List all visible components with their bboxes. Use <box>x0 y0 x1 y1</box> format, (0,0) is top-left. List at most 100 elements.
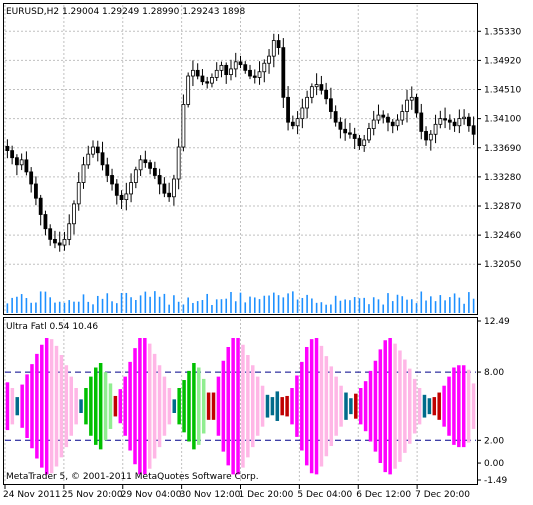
candle-body <box>466 116 471 127</box>
candle-body <box>124 193 129 201</box>
candle-body <box>324 89 329 100</box>
candle-body <box>214 69 219 78</box>
candle-body <box>171 178 176 198</box>
candle-body <box>181 104 186 148</box>
volume-histogram <box>6 291 475 313</box>
candle-body <box>233 61 238 70</box>
symbol-header: EURUSD,H2 1.29004 1.29249 1.28990 1.2924… <box>6 7 245 17</box>
candle-body <box>309 86 314 98</box>
candle-body <box>295 118 300 127</box>
candle-body <box>433 123 438 135</box>
indicator-tick-label: 12.49 <box>484 317 510 327</box>
candle-body <box>452 121 457 127</box>
candle-body <box>357 138 362 147</box>
price-tick-label: 1.32050 <box>484 260 521 270</box>
candle-body <box>72 203 76 225</box>
candle-body <box>57 242 62 246</box>
time-tick-label: 30 Nov 12:00 <box>180 490 241 500</box>
candle-body <box>5 145 10 152</box>
candle-body <box>114 183 119 196</box>
indicator-tick-label: -1.49 <box>484 476 508 486</box>
candle-body <box>19 159 24 166</box>
candle-body <box>210 77 214 84</box>
candle-body <box>257 71 262 78</box>
candle-body <box>390 121 395 127</box>
candle-body <box>157 175 162 185</box>
candle-body <box>424 131 428 141</box>
candle-body <box>376 114 381 121</box>
candle-body <box>143 159 148 164</box>
candle-body <box>348 132 352 135</box>
candle-body <box>400 111 405 121</box>
price-axis: 1.35330 1.34920 1.34510 1.34100 1.33690 1.332… <box>477 27 521 270</box>
candle-body <box>138 159 143 171</box>
candle-body <box>252 75 257 78</box>
copyright-text: MetaTrader 5, © 2001-2011 MetaQuotes Sof… <box>6 472 259 482</box>
candle-body <box>338 121 343 130</box>
candle-body <box>205 81 210 84</box>
price-tick-label: 1.34510 <box>484 86 521 96</box>
time-tick-label: 25 Nov 20:00 <box>62 490 123 500</box>
candle-body <box>314 84 319 88</box>
time-tick-label: 5 Dec 04:00 <box>297 490 352 500</box>
candle-body <box>300 107 305 120</box>
candle-body <box>371 119 376 129</box>
candle-body <box>276 40 281 49</box>
candle-body <box>352 133 357 139</box>
candle-body <box>53 238 57 244</box>
candle-body <box>457 118 462 127</box>
indicator-tick-label: 2.00 <box>484 436 504 446</box>
candle-body <box>471 125 476 135</box>
time-tick-label: 1 Dec 20:00 <box>239 490 294 500</box>
candle-body <box>105 164 110 176</box>
candle-body <box>191 69 195 77</box>
candle-body <box>438 118 443 125</box>
candle-body <box>76 182 81 205</box>
candle-body <box>24 159 29 173</box>
candle-body <box>133 169 138 183</box>
candle-body <box>100 152 105 166</box>
candle-body <box>67 223 72 240</box>
candle-body <box>38 197 43 215</box>
candle-body <box>367 128 371 141</box>
indicator-histogram <box>5 337 476 475</box>
candle-body <box>119 194 124 201</box>
candle-body <box>271 40 276 57</box>
candle-body <box>286 96 290 123</box>
indicator-tick-label: 8.00 <box>484 368 504 378</box>
candle-body <box>319 84 324 91</box>
price-tick-label: 1.34100 <box>484 115 521 125</box>
candle-body <box>414 96 419 114</box>
indicator-tick-label: 0.00 <box>484 459 504 469</box>
candle-body <box>10 150 15 159</box>
indicator-level-lines <box>5 371 476 441</box>
candle-body <box>95 146 100 154</box>
candle-body <box>129 182 133 195</box>
candle-body <box>428 133 433 141</box>
candle-body <box>381 114 386 118</box>
candle-body <box>148 162 153 169</box>
candle-body <box>343 128 348 134</box>
candle-body <box>248 69 252 77</box>
price-tick-label: 1.34920 <box>484 56 521 66</box>
candle-body <box>81 164 86 183</box>
candle-body <box>43 214 48 230</box>
time-tick-label: 6 Dec 12:00 <box>356 490 411 500</box>
candle-body <box>224 64 229 76</box>
candle-body <box>195 69 200 77</box>
candle-body <box>333 111 338 123</box>
price-tick-label: 1.32870 <box>484 202 521 212</box>
candle-body <box>281 47 286 98</box>
candle-body <box>447 119 452 123</box>
candle-body <box>62 238 67 246</box>
time-tick-label: 29 Nov 04:00 <box>121 490 182 500</box>
price-tick-label: 1.35330 <box>484 27 521 37</box>
candle-body <box>48 228 53 240</box>
candle-body <box>219 64 224 71</box>
candle-body <box>14 157 19 166</box>
candle-body <box>262 62 267 73</box>
indicator-header: Ultra Fatl 0.54 10.46 <box>6 322 98 332</box>
price-tick-label: 1.33280 <box>484 173 521 183</box>
